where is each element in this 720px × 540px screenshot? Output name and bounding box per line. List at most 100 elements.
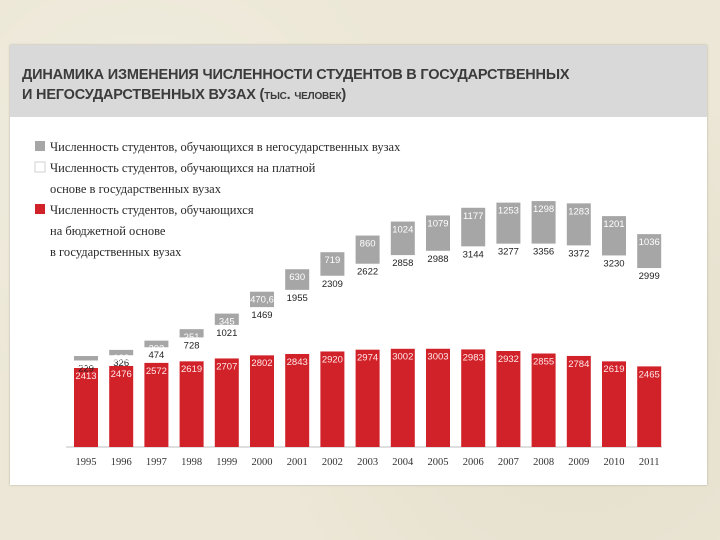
data-label-nonstate-2000: 470,6: [250, 295, 274, 306]
bar-budget-2010: [602, 361, 626, 447]
tick-label-2008: 2008: [533, 457, 554, 468]
bar-nonstate-2004: [390, 221, 415, 256]
bar-budget-2002: [320, 351, 345, 447]
tick-label-2009: 2009: [568, 457, 589, 468]
data-label-budget-2011: 2465: [639, 369, 660, 380]
tick-label-2007: 2007: [498, 457, 519, 468]
tick-label-2001: 2001: [287, 457, 308, 468]
tick-label-1997: 1997: [146, 457, 167, 468]
data-label-budget-1996: 2476: [111, 369, 132, 380]
bar-paid-2001: [285, 289, 310, 354]
title-line-2-close: ): [341, 87, 347, 103]
title-line-2-main: И НЕГОСУДАРСТВЕННЫХ ВУЗАХ (: [22, 87, 265, 103]
data-label-budget-2010: 2619: [603, 364, 624, 375]
data-label-paid-2008: 3356: [533, 247, 554, 258]
bar-budget-2009: [566, 355, 591, 447]
tick-label-2006: 2006: [463, 457, 484, 468]
bar-budget-2001: [285, 353, 310, 447]
bar-budget-2003: [355, 349, 380, 447]
legend-text-budget-1: на бюджетной основе: [50, 224, 166, 238]
bar-budget-1996: [109, 365, 134, 447]
data-label-nonstate-2011: 1036: [639, 237, 660, 248]
data-label-budget-2001: 2843: [287, 357, 308, 368]
data-label-paid-2011: 2999: [639, 271, 660, 282]
bar-paid-2003: [355, 263, 380, 350]
bar-nonstate-2008: [531, 201, 556, 244]
bar-paid-1996: [109, 355, 134, 366]
bar-nonstate-1998: [179, 329, 204, 338]
bar-budget-2011: [637, 366, 662, 447]
bar-paid-2000: [250, 307, 274, 356]
bar-nonstate-1995: [74, 356, 98, 361]
data-label-paid-1996: 326: [113, 358, 129, 369]
bar-paid-2010: [602, 255, 626, 362]
data-label-paid-2006: 3144: [463, 249, 484, 260]
tick-label-1998: 1998: [181, 457, 202, 468]
data-label-paid-1995: 229: [78, 363, 94, 374]
data-label-nonstate-2009: 1283: [568, 206, 589, 217]
data-label-paid-2010: 3230: [603, 258, 624, 269]
bar-nonstate-2001: [285, 269, 310, 290]
bar-nonstate-1996: [109, 349, 134, 356]
data-label-budget-1998: 2619: [181, 364, 202, 375]
data-label-budget-2009: 2784: [568, 359, 589, 370]
bar-paid-2002: [320, 275, 345, 352]
data-label-paid-2001: 1955: [287, 293, 308, 304]
legend-text-budget-2: в государственных вузах: [50, 245, 182, 259]
bar-paid-1998: [179, 337, 204, 362]
bar-paid-2004: [390, 255, 415, 349]
bar-paid-1995: [74, 360, 98, 368]
data-label-nonstate-2003: 860: [360, 239, 376, 250]
bar-nonstate-2005: [426, 215, 450, 251]
data-label-nonstate-1999: 345: [219, 317, 235, 328]
data-label-nonstate-2006: 1177: [463, 211, 483, 222]
title-line-1: ДИНАМИКА ИЗМЕНЕНИЯ ЧИСЛЕННОСТИ СТУДЕНТОВ…: [22, 67, 570, 83]
data-label-nonstate-1997: 202: [148, 344, 164, 355]
data-label-paid-1999: 1021: [216, 328, 237, 339]
data-label-nonstate-1995: 136: [78, 359, 94, 370]
data-label-nonstate-2002: 719: [324, 255, 340, 266]
data-label-nonstate-2008: 1298: [533, 204, 554, 215]
data-label-budget-2006: 2983: [463, 352, 484, 363]
data-label-paid-2003: 2622: [357, 267, 378, 278]
data-label-nonstate-2007: 1253: [498, 206, 519, 217]
data-label-budget-1995: 2413: [75, 371, 96, 382]
tick-label-2000: 2000: [252, 457, 273, 468]
tick-label-2011: 2011: [639, 457, 660, 468]
legend-swatch-paid: [34, 161, 46, 173]
title-line-2: И НЕГОСУДАРСТВЕННЫХ ВУЗАХ (тыс. человек): [22, 85, 662, 105]
data-label-paid-2007: 3277: [498, 247, 519, 258]
bar-budget-2006: [461, 349, 486, 447]
bar-nonstate-1999: [214, 313, 239, 325]
bar-budget-1999: [214, 358, 239, 447]
bar-budget-2000: [250, 355, 274, 447]
legend-text-budget-0: Численность студентов, обучающихся: [50, 203, 254, 217]
bar-nonstate-2006: [461, 207, 486, 247]
bar-paid-1997: [144, 347, 169, 363]
tick-label-2004: 2004: [392, 457, 414, 468]
data-label-paid-1997: 474: [148, 350, 164, 361]
bar-nonstate-2003: [355, 235, 380, 264]
tick-label-1996: 1996: [111, 457, 132, 468]
data-label-budget-2005: 3003: [427, 352, 448, 363]
data-label-paid-1998: 728: [184, 340, 200, 351]
data-label-paid-2002: 2309: [322, 279, 343, 290]
data-label-budget-2004: 3002: [392, 352, 413, 363]
bar-paid-2007: [496, 243, 521, 351]
bar-paid-2011: [637, 268, 662, 367]
tick-label-2010: 2010: [604, 457, 625, 468]
bar-paid-2005: [426, 250, 450, 349]
legend-text-paid-1: основе в государственных вузах: [50, 182, 222, 196]
bar-paid-2008: [531, 243, 556, 354]
title-unit: тыс. человек: [264, 87, 342, 103]
legend-text-paid-0: Численность студентов, обучающихся на пл…: [50, 161, 316, 175]
legend-text-nonstate-0: Численность студентов, обучающихся в нег…: [50, 140, 401, 154]
data-label-budget-1999: 2707: [216, 361, 237, 372]
data-label-nonstate-1996: 163: [113, 353, 129, 364]
title-bar: [10, 45, 707, 117]
bar-nonstate-2007: [496, 202, 521, 244]
bar-budget-2008: [531, 353, 556, 447]
data-label-paid-2005: 2988: [427, 254, 448, 265]
bar-paid-1999: [214, 324, 239, 359]
